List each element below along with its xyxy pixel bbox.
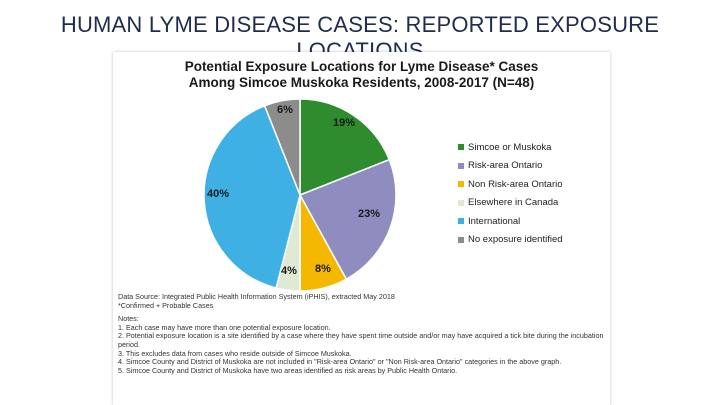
legend-item: No exposure identified [458, 231, 563, 250]
legend-swatch [458, 218, 464, 225]
legend-item: Simcoe or Muskoka [458, 138, 563, 157]
notes-block: Data Source: Integrated Public Health In… [118, 292, 605, 375]
legend-item: International [458, 212, 563, 231]
legend-label: Risk-area Ontario [468, 160, 543, 172]
note-item: 3. This excludes data from cases who res… [118, 348, 352, 358]
slice-label: 4% [281, 265, 297, 277]
pie-slice [298, 158, 397, 281]
note-item: 4. Simcoe County and District of Muskoka… [118, 357, 562, 367]
slice-label: 19% [333, 117, 355, 129]
legend-swatch [458, 181, 464, 188]
legend-label: International [468, 215, 521, 227]
data-source: Data Source: Integrated Public Health In… [118, 292, 395, 301]
pie-slice [203, 104, 301, 289]
chart-title: Potential Exposure Locations for Lyme Di… [184, 59, 539, 74]
legend-label: Elsewhere in Canada [468, 197, 559, 209]
legend-item: Risk-area Ontario [458, 157, 563, 176]
chart-legend: Simcoe or Muskoka Risk-area Ontario Non Ri… [458, 138, 563, 249]
legend-item: Elsewhere in Canada [458, 194, 563, 213]
note-item: 2. Potential exposure location is a site… [118, 331, 604, 349]
pie-slice [263, 98, 301, 196]
pie-slice [299, 98, 391, 197]
legend-swatch [458, 199, 464, 206]
legend-label: No exposure identified [468, 234, 563, 246]
slice-label: 23% [358, 208, 380, 220]
case-footnote: *Confirmed + Probable Cases [118, 300, 214, 310]
note-item: 1. Each case may have more than one pote… [118, 322, 331, 332]
legend-label: Simcoe or Muskoka [468, 141, 552, 153]
slice-label: 8% [315, 263, 331, 275]
legend-item: Non Risk-area Ontario [458, 175, 563, 194]
note-item: 5. Simcoe County and District of Muskoka… [118, 365, 458, 375]
slide-title: HUMAN LYME DISEASE CASES: REPORTED EXPOS… [60, 12, 660, 63]
notes-heading: Notes: [118, 314, 139, 324]
chart-subtitle: Among Simcoe Muskoka Residents, 2008-201… [188, 75, 535, 90]
chart-panel: Potential Exposure Locations for Lyme Di… [113, 52, 610, 405]
pie-chart: 19% 23% 8% 4% 40% 6% [203, 98, 397, 292]
slice-label: 6% [277, 104, 293, 116]
legend-label: Non Risk-area Ontario [468, 178, 563, 190]
legend-swatch [458, 236, 464, 243]
legend-swatch [458, 144, 464, 151]
legend-swatch [458, 162, 464, 169]
slice-label: 40% [207, 188, 229, 200]
